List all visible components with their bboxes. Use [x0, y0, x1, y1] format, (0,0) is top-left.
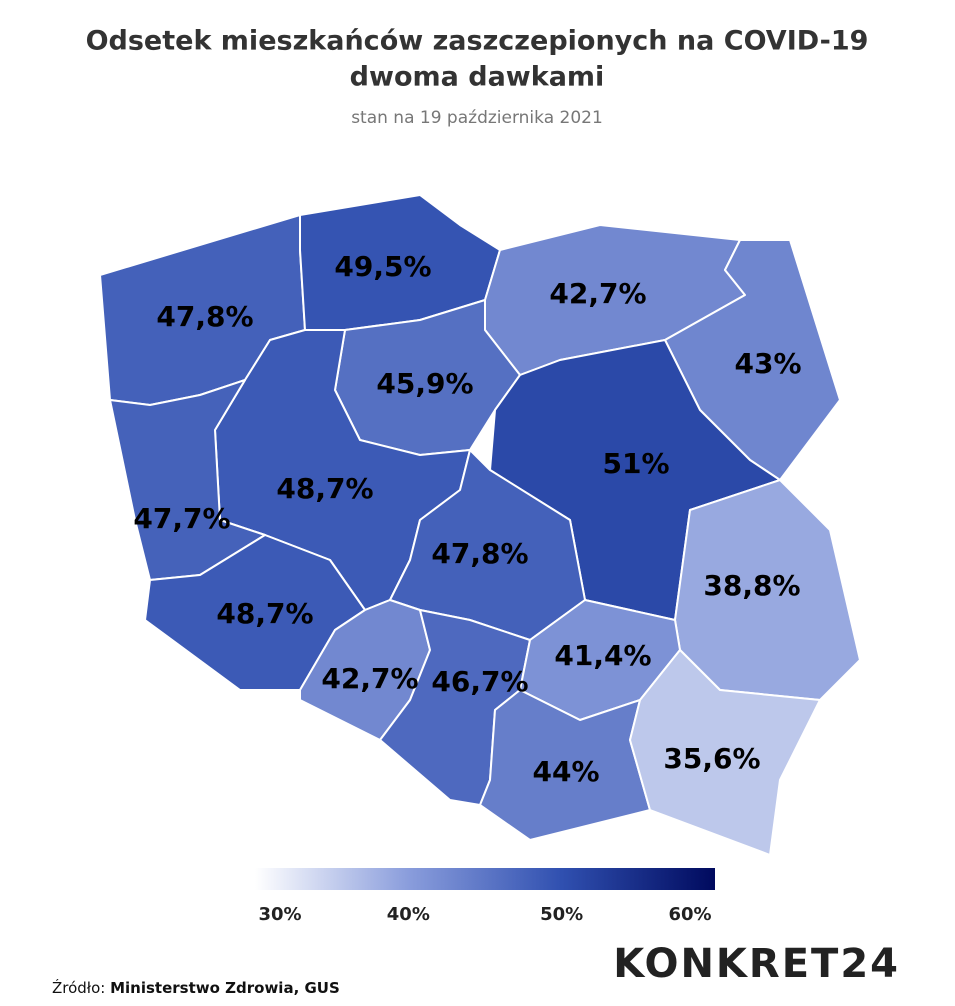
region-value-label: 47,8%: [431, 537, 528, 570]
source-text: Ministerstwo Zdrowia, GUS: [110, 979, 340, 997]
source-label: Źródło:: [52, 978, 105, 997]
region-value-label: 45,9%: [376, 367, 473, 400]
region-value-label: 48,7%: [216, 597, 313, 630]
region-value-label: 43%: [734, 347, 801, 380]
colorbar-ticks: 30% 40% 50% 60%: [254, 890, 716, 925]
regions: [99, 194, 861, 856]
chart-title: dwoma dawkami: [350, 62, 605, 93]
chart-title: Odsetek mieszkańców zaszczepionych na CO…: [86, 26, 869, 57]
source: Źródło: Ministerstwo Zdrowia, GUS: [52, 978, 340, 997]
region-value-label: 51%: [602, 447, 669, 480]
colorbar-tick-label: 30%: [258, 904, 301, 925]
region-value-label: 48,7%: [276, 472, 373, 505]
region-value-label: 47,8%: [156, 300, 253, 333]
region-value-label: 46,7%: [431, 665, 528, 698]
region-value-label: 47,7%: [133, 502, 230, 535]
colorbar-tick-label: 60%: [668, 904, 711, 925]
region-value-label: 49,5%: [334, 250, 431, 283]
region-value-label: 42,7%: [549, 277, 646, 310]
region: [629, 649, 821, 856]
region-value-label: 42,7%: [321, 662, 418, 695]
region-value-label: 38,8%: [703, 569, 800, 602]
logo: KONKRET24: [613, 941, 900, 987]
region: [109, 379, 266, 581]
chart-subtitle: stan na 19 października 2021: [351, 108, 603, 128]
region-value-label: 35,6%: [663, 742, 760, 775]
colorbar-tick-label: 50%: [540, 904, 583, 925]
region: [479, 689, 651, 841]
colorbar: [255, 868, 715, 890]
colorbar-tick-label: 40%: [387, 904, 430, 925]
region-labels: 47,8% 49,5% 42,7% 43% 45,9% 48,7% 47,7% 48,7% 51…: [133, 250, 801, 788]
region-value-label: 44%: [532, 755, 599, 788]
region-value-label: 41,4%: [554, 639, 651, 672]
